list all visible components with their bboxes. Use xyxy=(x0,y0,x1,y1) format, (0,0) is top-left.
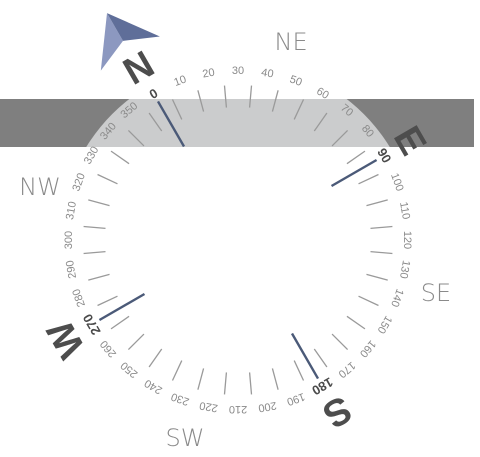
tick-mark xyxy=(127,333,145,351)
tick-mark xyxy=(223,85,228,108)
degree-label: 130 xyxy=(397,259,412,279)
tick-mark xyxy=(148,348,163,368)
degree-label: 310 xyxy=(64,201,79,221)
degree-label: 260 xyxy=(98,338,119,360)
tick-mark xyxy=(110,315,130,330)
tick-mark xyxy=(97,173,118,185)
degree-label: 230 xyxy=(170,390,191,408)
tick-mark xyxy=(197,90,205,112)
tick-mark xyxy=(331,129,349,147)
degree-label: 280 xyxy=(70,287,88,308)
degree-label: 300 xyxy=(63,231,75,249)
tick-mark xyxy=(88,273,110,281)
degree-label: 90 xyxy=(374,145,394,165)
north-arrow-right-half xyxy=(107,13,160,41)
cardinal-needle-s xyxy=(290,332,320,380)
degree-label: 150 xyxy=(375,314,395,336)
cardinal-needle-e xyxy=(330,158,378,188)
tick-mark xyxy=(366,273,388,281)
tick-mark xyxy=(331,333,349,351)
degree-label: 100 xyxy=(388,172,406,193)
cardinal-n: N xyxy=(117,43,162,93)
degree-label: 50 xyxy=(288,73,304,88)
tick-mark xyxy=(313,112,328,132)
degree-label: 30 xyxy=(232,65,244,77)
tick-mark xyxy=(271,90,279,112)
degree-label: 40 xyxy=(260,67,274,81)
tick-mark xyxy=(370,250,393,255)
tick-mark xyxy=(248,372,253,395)
cardinal-needle-n xyxy=(156,100,186,148)
tick-mark xyxy=(358,295,379,307)
tick-mark xyxy=(171,360,183,381)
degree-label: 60 xyxy=(314,85,331,102)
intercardinal-se: SE xyxy=(421,279,451,307)
tick-mark xyxy=(293,360,305,381)
tick-mark xyxy=(223,372,228,395)
degree-label: 190 xyxy=(285,390,306,408)
degree-label: 330 xyxy=(82,145,102,167)
degree-label: 240 xyxy=(143,377,165,397)
tick-mark xyxy=(346,315,366,330)
tick-mark xyxy=(358,173,379,185)
degree-label: 20 xyxy=(202,67,216,81)
degree-label: 210 xyxy=(229,403,247,415)
degree-label: 10 xyxy=(172,73,188,88)
tick-mark xyxy=(271,368,279,390)
tick-mark xyxy=(171,99,183,120)
degree-label: 320 xyxy=(70,172,88,193)
dial-band-overlay xyxy=(86,99,390,147)
degree-label: 140 xyxy=(388,287,406,308)
degree-label: 250 xyxy=(118,359,140,380)
tick-mark xyxy=(97,295,118,307)
tick-mark xyxy=(293,99,305,120)
tick-mark xyxy=(110,150,130,165)
tick-mark xyxy=(127,129,145,147)
tick-mark xyxy=(248,85,253,108)
degree-label: 290 xyxy=(64,259,79,279)
tick-mark xyxy=(313,348,328,368)
intercardinal-sw: SW xyxy=(165,424,204,452)
north-arrow-left-half xyxy=(100,13,123,71)
tick-mark xyxy=(366,199,388,207)
tick-mark xyxy=(83,225,106,230)
intercardinal-nw: NW xyxy=(19,173,61,201)
degree-label: 110 xyxy=(397,201,412,220)
tick-mark xyxy=(197,368,205,390)
tick-mark xyxy=(88,199,110,207)
tick-mark xyxy=(370,225,393,230)
tick-mark xyxy=(83,250,106,255)
tick-mark xyxy=(148,112,163,132)
degree-label: 200 xyxy=(257,399,277,414)
intercardinal-ne: NE xyxy=(274,28,307,56)
cardinal-needle-w xyxy=(98,292,146,322)
tick-mark xyxy=(346,150,366,165)
degree-label: 160 xyxy=(357,338,378,360)
degree-label: 120 xyxy=(401,231,413,249)
degree-label: 170 xyxy=(336,359,358,380)
degree-label: 220 xyxy=(199,399,219,414)
